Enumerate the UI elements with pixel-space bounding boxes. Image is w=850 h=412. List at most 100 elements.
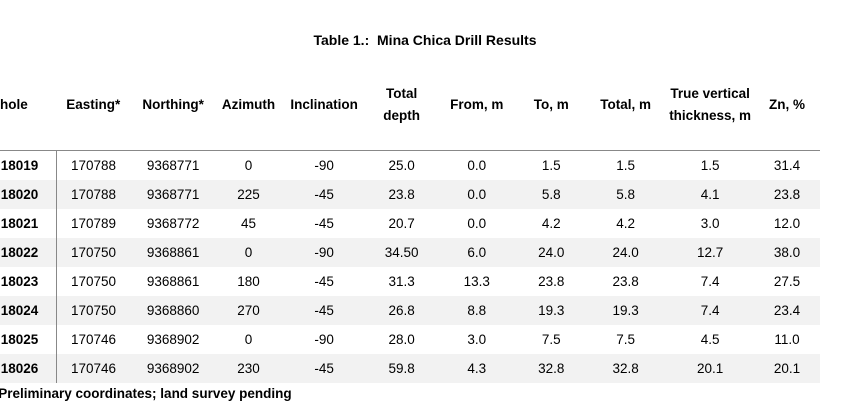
column-header-drill-hole: Drill hole: [0, 60, 57, 151]
total-cell: 32.8: [585, 354, 667, 383]
drill-hole-cell: MCH18025: [0, 325, 57, 354]
true-vertical-thickness-cell: 4.5: [700, 332, 720, 347]
inclination-cell: -45: [314, 274, 334, 289]
northing-cell: 9368771: [146, 158, 200, 173]
zn-cell: 12.0: [773, 216, 801, 231]
true-vertical-thickness-cell: 1.5: [700, 158, 720, 173]
zn-cell: 31.4: [773, 158, 801, 173]
inclination-cell: -90: [314, 332, 334, 347]
zn-cell: 11.0: [774, 332, 800, 347]
total-depth-cell: 34.50: [367, 238, 437, 267]
total-cell: 4.2: [616, 216, 635, 231]
table-row: MCH18025 170746 9368902 0 -90 28.0 3.0 7…: [0, 325, 820, 354]
inclination-cell: -45: [281, 180, 368, 209]
from-cell: 6.0: [436, 238, 518, 267]
drill-hole-cell: MCH18021: [0, 209, 57, 238]
azimuth-cell: 230: [215, 354, 282, 383]
table-row: MCH18020 170788 9368771 225 -45 23.8 0.0…: [0, 180, 820, 209]
drill-hole-cell: MCH18026: [0, 354, 57, 383]
northing-cell: 9368861: [146, 274, 200, 289]
table-header-row: Drill hole Easting* Northing* Azimuth In…: [0, 60, 820, 151]
from-cell: 0.0: [436, 180, 518, 209]
table-row: MCH18019 170788 9368771 0 -90 25.0 0.0 1…: [0, 150, 820, 180]
drill-results-table: Drill hole Easting* Northing* Azimuth In…: [0, 60, 820, 383]
easting-cell: 170788: [56, 180, 131, 209]
to-cell: 23.8: [538, 274, 565, 289]
total-depth-cell: 25.0: [388, 158, 415, 173]
column-header-azimuth: Azimuth: [215, 60, 282, 151]
azimuth-cell: 0: [244, 332, 253, 347]
easting-cell: 170750: [70, 274, 117, 289]
to-cell: 19.3: [517, 296, 586, 325]
inclination-cell: -45: [281, 296, 368, 325]
azimuth-cell: 0: [244, 158, 253, 173]
true-vertical-thickness-cell: 4.1: [666, 180, 755, 209]
drill-hole-cell: MCH18024: [0, 296, 57, 325]
table-row: MCH18026 170746 9368902 230 -45 59.8 4.3…: [0, 354, 820, 383]
table-row: MCH18021 170789 9368772 45 -45 20.7 0.0 …: [0, 209, 820, 238]
from-cell: 8.8: [436, 296, 518, 325]
to-cell: 1.5: [541, 158, 561, 173]
table-footnote: *Preliminary coordinates; land survey pe…: [0, 386, 292, 401]
zn-cell: 20.1: [754, 354, 820, 383]
table-row: MCH18023 170750 9368861 180 -45 31.3 13.…: [0, 267, 820, 296]
true-vertical-thickness-cell: 7.4: [666, 296, 755, 325]
drill-hole-cell: MCH18022: [0, 238, 57, 267]
azimuth-cell: 45: [240, 216, 257, 231]
total-depth-cell: 28.0: [388, 332, 415, 347]
total-depth-cell: 31.3: [388, 274, 415, 289]
total-cell: 5.8: [585, 180, 667, 209]
to-cell: 32.8: [517, 354, 586, 383]
easting-cell: 170788: [70, 158, 117, 173]
column-header-zn: Zn, %: [754, 60, 820, 151]
column-header-total-depth: Total depth: [367, 60, 437, 151]
total-depth-cell: 23.8: [367, 180, 437, 209]
northing-cell: 9368861: [130, 238, 216, 267]
easting-cell: 170746: [70, 332, 117, 347]
inclination-cell: -90: [314, 158, 334, 173]
northing-cell: 9368902: [146, 332, 200, 347]
from-cell: 3.0: [467, 332, 487, 347]
table-row: MCH18024 170750 9368860 270 -45 26.8 8.8…: [0, 296, 820, 325]
zn-cell: 23.4: [754, 296, 820, 325]
total-cell: 7.5: [616, 332, 635, 347]
true-vertical-thickness-cell: 12.7: [666, 238, 755, 267]
inclination-cell: -45: [281, 354, 368, 383]
azimuth-cell: 225: [215, 180, 282, 209]
azimuth-cell: 0: [215, 238, 282, 267]
table-caption: Table 1.: Mina Chica Drill Results: [313, 32, 537, 48]
true-vertical-thickness-cell: 7.4: [700, 274, 720, 289]
total-cell: 23.8: [612, 274, 639, 289]
drill-hole-cell: MCH18020: [0, 180, 57, 209]
northing-cell: 9368772: [146, 216, 200, 231]
zn-cell: 38.0: [754, 238, 820, 267]
true-vertical-thickness-cell: 20.1: [666, 354, 755, 383]
total-cell: 19.3: [585, 296, 667, 325]
total-cell: 1.5: [616, 158, 635, 173]
column-header-from: From, m: [436, 60, 518, 151]
table-row: MCH18022 170750 9368861 0 -90 34.50 6.0 …: [0, 238, 820, 267]
column-header-inclination: Inclination: [281, 60, 368, 151]
azimuth-cell: 180: [237, 274, 260, 289]
column-header-northing: Northing*: [130, 60, 216, 151]
zn-cell: 23.8: [754, 180, 820, 209]
from-cell: 4.3: [436, 354, 518, 383]
from-cell: 0.0: [467, 158, 487, 173]
easting-cell: 170789: [70, 216, 117, 231]
azimuth-cell: 270: [215, 296, 282, 325]
true-vertical-thickness-cell: 3.0: [700, 216, 720, 231]
to-cell: 4.2: [541, 216, 561, 231]
northing-cell: 9368902: [130, 354, 216, 383]
column-header-easting: Easting*: [56, 60, 131, 151]
total-depth-cell: 59.8: [367, 354, 437, 383]
from-cell: 0.0: [467, 216, 487, 231]
easting-cell: 170746: [56, 354, 131, 383]
northing-cell: 9368771: [130, 180, 216, 209]
column-header-total: Total, m: [585, 60, 667, 151]
inclination-cell: -45: [314, 216, 334, 231]
easting-cell: 170750: [56, 238, 131, 267]
drill-hole-cell: MCH18019: [0, 150, 57, 180]
to-cell: 7.5: [541, 332, 561, 347]
to-cell: 24.0: [517, 238, 586, 267]
